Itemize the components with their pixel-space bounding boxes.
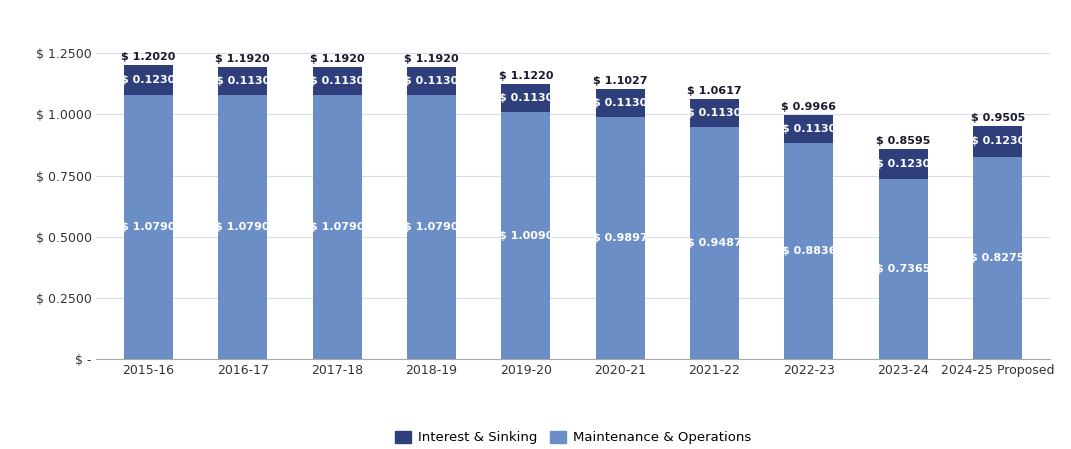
Bar <box>218 67 267 95</box>
Text: $ 0.8836: $ 0.8836 <box>782 246 836 256</box>
Text: $ 0.1130: $ 0.1130 <box>310 76 364 86</box>
Text: $ 1.0617: $ 1.0617 <box>688 86 742 96</box>
Text: $ 1.0790: $ 1.0790 <box>404 222 458 232</box>
Text: $ 0.9487: $ 0.9487 <box>688 238 742 248</box>
Text: $ 0.1230: $ 0.1230 <box>121 75 176 85</box>
Bar <box>595 117 645 359</box>
Text: $ 1.0090: $ 1.0090 <box>499 231 553 241</box>
Text: $ 0.1130: $ 0.1130 <box>499 93 553 103</box>
Text: $ 1.0790: $ 1.0790 <box>215 222 270 232</box>
Bar <box>974 127 1022 157</box>
Bar <box>595 89 645 117</box>
Text: $ 0.1230: $ 0.1230 <box>876 159 931 169</box>
Text: $ 0.8595: $ 0.8595 <box>876 136 931 145</box>
Bar <box>784 143 833 359</box>
Bar <box>501 84 550 112</box>
Text: $ 0.9505: $ 0.9505 <box>970 113 1025 123</box>
Bar <box>124 95 172 359</box>
Bar <box>879 179 927 359</box>
Text: $ 1.1920: $ 1.1920 <box>310 54 364 64</box>
Text: $ 1.0790: $ 1.0790 <box>121 222 176 232</box>
Bar <box>218 95 267 359</box>
Text: $ 0.1230: $ 0.1230 <box>970 136 1025 146</box>
Legend: Interest & Sinking, Maintenance & Operations: Interest & Sinking, Maintenance & Operat… <box>390 426 756 449</box>
Bar <box>690 99 739 127</box>
Bar <box>501 112 550 359</box>
Text: $ 1.0790: $ 1.0790 <box>310 222 364 232</box>
Text: $ 0.8275: $ 0.8275 <box>970 253 1025 263</box>
Bar <box>124 65 172 95</box>
Bar <box>974 157 1022 359</box>
Text: $ 1.2020: $ 1.2020 <box>121 52 176 62</box>
Text: $ 0.9966: $ 0.9966 <box>782 102 836 112</box>
Text: $ 0.1130: $ 0.1130 <box>593 98 647 108</box>
Text: $ 0.1130: $ 0.1130 <box>688 108 742 118</box>
Text: $ 1.1920: $ 1.1920 <box>215 54 270 64</box>
Text: $ 0.1130: $ 0.1130 <box>782 124 836 134</box>
Bar <box>690 127 739 359</box>
Text: $ 1.1920: $ 1.1920 <box>404 54 458 64</box>
Bar <box>313 67 362 95</box>
Text: $ 1.1027: $ 1.1027 <box>593 76 648 86</box>
Text: $ 0.1130: $ 0.1130 <box>404 76 458 86</box>
Text: $ 0.7365: $ 0.7365 <box>876 264 931 274</box>
Text: $ 1.1220: $ 1.1220 <box>498 71 553 81</box>
Bar <box>784 115 833 143</box>
Text: $ 0.9897: $ 0.9897 <box>592 233 648 243</box>
Bar <box>407 67 456 95</box>
Bar <box>407 95 456 359</box>
Text: $ 0.1130: $ 0.1130 <box>215 76 270 86</box>
Bar <box>313 95 362 359</box>
Bar <box>879 149 927 179</box>
